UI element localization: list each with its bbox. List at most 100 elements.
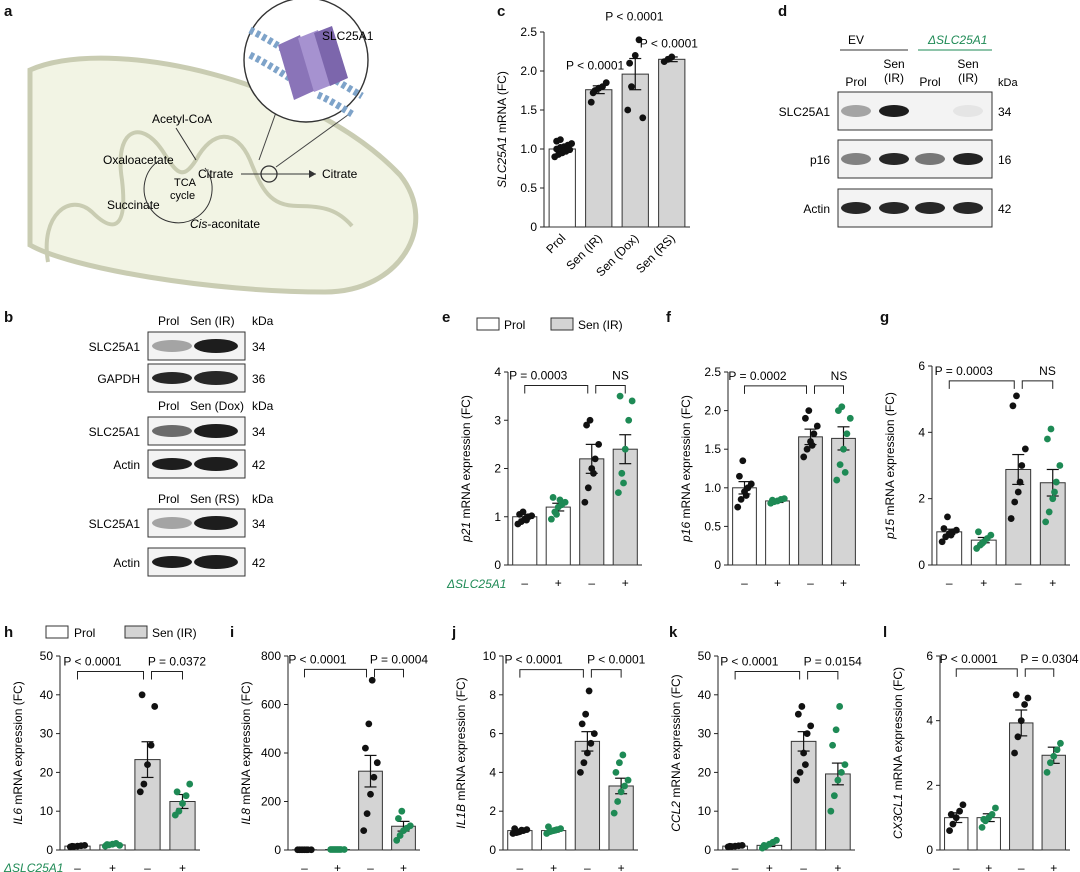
blot-d-band xyxy=(879,202,909,214)
y-axis-label-rest: mRNA expression (FC) xyxy=(669,674,683,801)
data-point xyxy=(547,515,555,523)
chart-f: 0 0.5 1.0 1.5 2.0 2.5 p16 mRNA expression (FC)… xyxy=(679,365,860,590)
panel-label-a: a xyxy=(4,3,13,20)
significance-bracket xyxy=(734,671,801,680)
blot-b-kda-value: 42 xyxy=(252,556,266,570)
x-sign-label: + xyxy=(550,861,557,872)
data-point xyxy=(360,827,368,834)
blot-d-lane-label: Sen xyxy=(957,57,978,71)
data-point xyxy=(624,106,632,114)
data-point xyxy=(802,414,809,422)
bar xyxy=(621,73,649,228)
data-point xyxy=(631,52,639,59)
data-point xyxy=(587,739,595,747)
panel-a-schematic: SLC25A1 Acetyl-CoA Oxaloacetate Citrate … xyxy=(27,0,419,295)
cycle-label: cycle xyxy=(170,190,195,202)
x-sign-label: – xyxy=(517,861,524,872)
data-point xyxy=(625,416,633,424)
group-ko-label: ΔSLC25A1 xyxy=(927,33,987,47)
panel-label-k: k xyxy=(669,624,678,641)
legend-swatch-sen-bottom xyxy=(124,625,148,639)
oxaloacetate-label: Oxaloacetate xyxy=(103,153,174,167)
tca-cycle-arrow xyxy=(143,159,213,224)
data-point xyxy=(335,846,343,853)
x-sign-label: – xyxy=(74,861,81,872)
x-sign-label: – xyxy=(367,861,374,872)
blot-b-band-sen xyxy=(194,555,238,569)
x-sign-label: – xyxy=(1015,576,1022,590)
data-point xyxy=(956,807,963,815)
bar xyxy=(579,458,605,566)
data-point xyxy=(68,842,76,850)
y-tick-label: 50 xyxy=(40,649,54,663)
data-point xyxy=(1053,746,1061,754)
significance-label: P = 0.0154 xyxy=(804,655,862,669)
data-point xyxy=(639,114,647,122)
y-axis-label: IL1B mRNA expression (FC) xyxy=(454,677,468,828)
data-point xyxy=(367,790,374,798)
data-point xyxy=(734,503,742,511)
x-sign-label: – xyxy=(301,861,308,872)
y-tick-label: 20 xyxy=(698,765,712,779)
y-tick-label: 0 xyxy=(46,843,53,857)
data-point xyxy=(551,826,559,834)
data-point xyxy=(610,809,618,817)
zoom-line-right xyxy=(275,111,353,168)
data-point xyxy=(947,811,955,818)
data-point xyxy=(138,691,146,699)
blot-b-band-sen xyxy=(194,457,238,471)
blot-b-row-label: Actin xyxy=(113,556,140,570)
significance-label: P < 0.0001 xyxy=(587,653,645,667)
blot-b-kda-header: kDa xyxy=(252,399,274,413)
y-tick-label: 6 xyxy=(489,727,496,741)
y-tick-label: 2.5 xyxy=(520,25,537,39)
data-point xyxy=(827,807,835,815)
blot-b-band-sen xyxy=(194,339,238,353)
significance-label: P < 0.0001 xyxy=(505,653,563,667)
y-axis-label: p16 mRNA expression (FC) xyxy=(679,395,693,543)
panel-label-b: b xyxy=(4,309,13,326)
data-point xyxy=(840,445,847,453)
data-point xyxy=(628,83,635,90)
x-sign-label: + xyxy=(774,576,781,590)
data-point xyxy=(621,782,628,790)
blot-b-row-label: GAPDH xyxy=(97,372,140,386)
data-point xyxy=(978,823,986,831)
blot-d-band xyxy=(841,202,871,214)
data-point xyxy=(1044,435,1051,443)
data-point xyxy=(837,769,845,776)
data-point xyxy=(580,759,588,767)
data-point xyxy=(952,526,960,534)
blot-d-row-label: Actin xyxy=(803,202,830,216)
blot-d-kda-value: 34 xyxy=(998,105,1012,119)
x-sign-label: – xyxy=(588,576,595,590)
significance-bracket xyxy=(948,380,1015,389)
bar xyxy=(1009,722,1034,851)
x-sign-label: – xyxy=(800,861,807,872)
data-point xyxy=(947,531,955,539)
chart-k: 0 10 20 30 40 50 CCL2 mRNA expression (FC) – + – +… xyxy=(669,649,862,872)
y-tick-label: 800 xyxy=(261,649,281,663)
y-axis-label-rest: mRNA expression (FC) xyxy=(454,677,468,804)
data-point xyxy=(798,703,806,710)
chart-i: 0 200 400 600 800 IL8 mRNA expression (FC) – + –… xyxy=(239,649,428,872)
data-point xyxy=(992,804,999,812)
data-point xyxy=(980,815,988,823)
data-point xyxy=(813,422,821,430)
data-point xyxy=(1052,478,1060,486)
blot-b-band-prol xyxy=(152,425,192,437)
y-tick-label: 40 xyxy=(40,688,54,702)
panel-label-i: i xyxy=(230,624,234,641)
y-axis-label-gene: p21 xyxy=(459,522,473,543)
data-point xyxy=(769,496,776,504)
data-point xyxy=(173,788,181,796)
data-point xyxy=(841,761,849,769)
panel-label-f: f xyxy=(666,309,672,326)
blot-b-band-prol xyxy=(152,556,192,568)
blot-b-kda-value: 42 xyxy=(252,458,266,472)
legend-label-sen-bottom: Sen (IR) xyxy=(152,626,197,640)
blot-b-band-prol xyxy=(152,458,192,470)
significance-label: P = 0.0304 xyxy=(1020,652,1078,666)
y-axis-label-rest: mRNA expression (FC) xyxy=(891,667,905,794)
significance-bracket xyxy=(519,669,584,678)
